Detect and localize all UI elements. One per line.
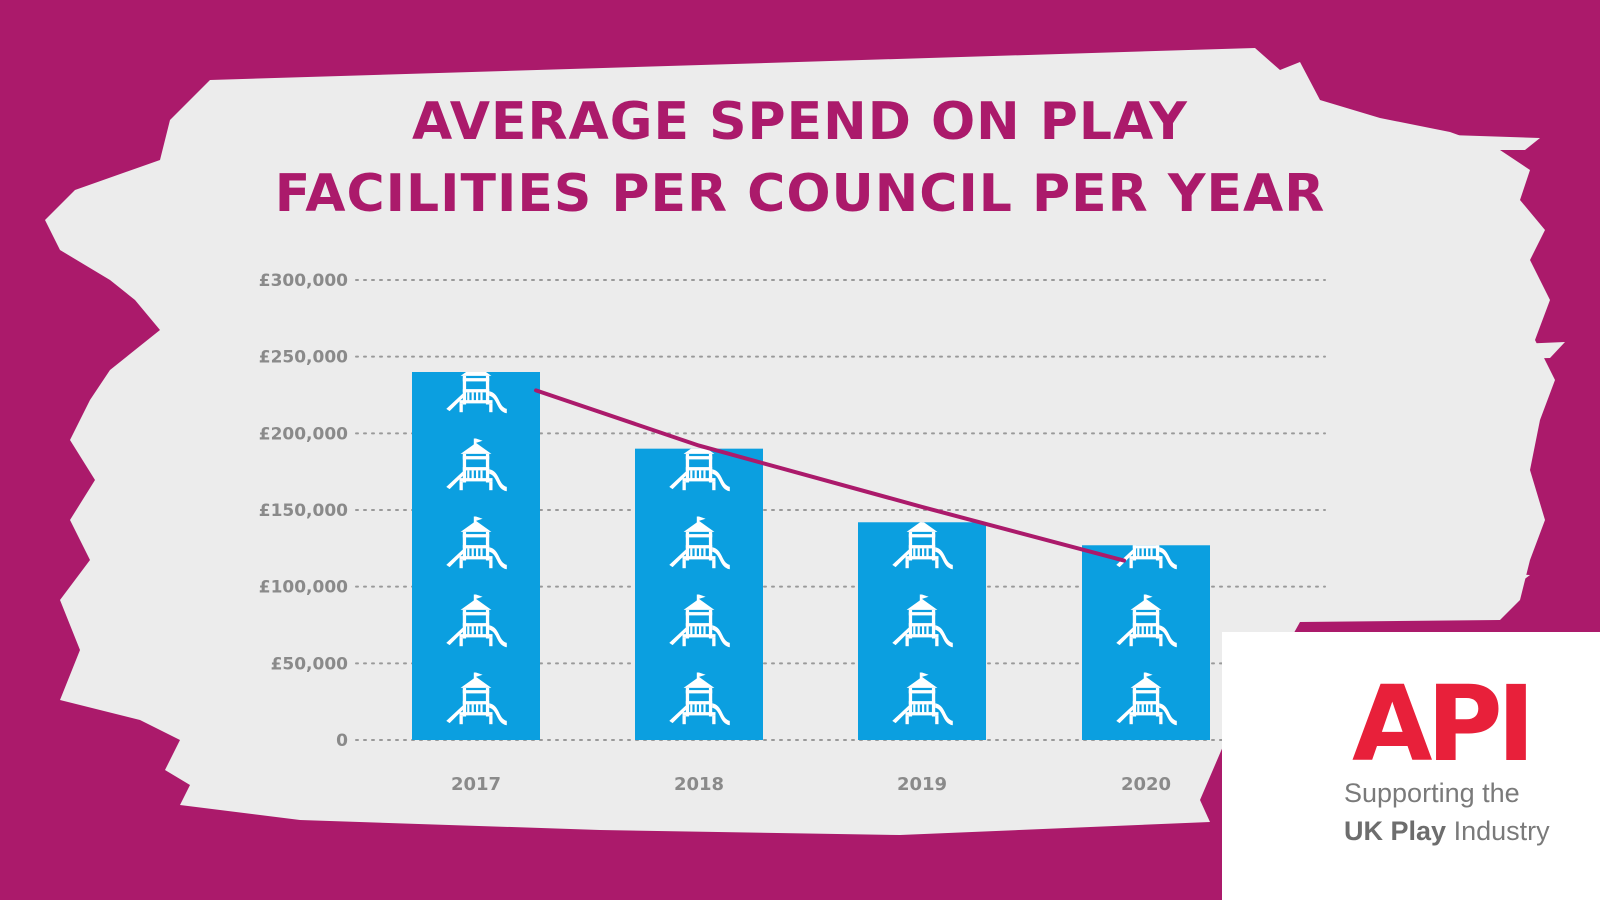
- api-logo: API Supporting the UK Play Industry: [1222, 632, 1600, 900]
- logo-tagline-2: UK Play Industry: [1344, 816, 1550, 847]
- bars: [412, 372, 1210, 740]
- x-tick-label: 2017: [451, 774, 501, 795]
- y-tick-label: £150,000: [259, 501, 348, 521]
- y-tick-label: £50,000: [271, 654, 349, 674]
- y-tick-label: £250,000: [259, 348, 348, 368]
- api-logo-word: API: [1352, 663, 1535, 785]
- logo-tagline-1: Supporting the: [1344, 778, 1520, 808]
- logo-tagline-rest: Industry: [1453, 816, 1550, 846]
- chart-title-line-2: FACILITIES PER COUNCIL PER YEAR: [274, 164, 1326, 224]
- trend-line-group: [534, 388, 1126, 563]
- bar-2018: [635, 448, 763, 740]
- x-tick-label: 2018: [674, 774, 724, 795]
- trend-line: [534, 388, 1126, 563]
- axis-labels: 0 £50,000 £100,000 £150,000 £200,000 £250,000…: [259, 271, 1171, 795]
- y-tick-label: 0: [336, 731, 348, 751]
- y-tick-label: £100,000: [259, 578, 348, 598]
- logo-tagline-bold: UK Play: [1344, 816, 1447, 846]
- y-tick-label: £200,000: [259, 424, 348, 444]
- x-tick-label: 2020: [1121, 774, 1171, 795]
- x-tick-label: 2019: [897, 774, 947, 795]
- y-tick-label: £300,000: [259, 271, 348, 291]
- bar-icons: [446, 372, 1177, 726]
- chart-title-line-1: AVERAGE SPEND ON PLAY: [412, 92, 1188, 152]
